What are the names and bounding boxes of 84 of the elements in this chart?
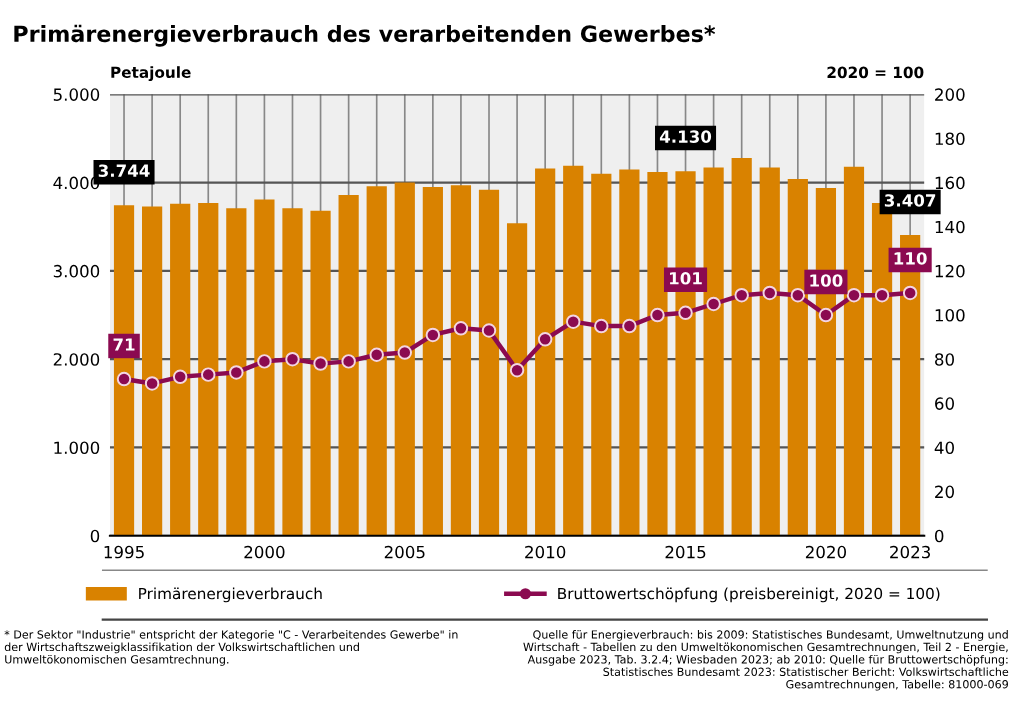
data-label: 3.407	[884, 194, 936, 207]
y-tick-label: 5.000	[53, 88, 100, 101]
bar	[310, 210, 331, 536]
y2-tick-label: 100	[935, 309, 965, 322]
y2-tick-label: 200	[935, 88, 965, 101]
bar	[338, 194, 359, 536]
y2-tick-label: 120	[935, 264, 965, 278]
y-tick-label: 3.000	[53, 264, 100, 278]
data-label: 100	[810, 274, 843, 287]
point	[566, 314, 581, 329]
y2-tick-label: 60	[935, 397, 954, 410]
point	[116, 371, 132, 387]
point	[144, 376, 160, 391]
data-label: 71	[113, 338, 135, 351]
bar	[591, 173, 612, 536]
data-label: 110	[894, 252, 927, 265]
point	[818, 307, 834, 323]
bar	[394, 182, 415, 536]
x-tick-label: 2005	[384, 545, 425, 559]
bar	[619, 169, 640, 536]
point	[257, 354, 272, 369]
y2-tick-label: 40	[934, 441, 954, 455]
point	[453, 321, 469, 336]
point	[481, 323, 497, 338]
point	[762, 285, 777, 301]
bar	[843, 166, 865, 536]
point	[397, 345, 412, 360]
point	[201, 367, 216, 382]
point	[622, 318, 637, 334]
point	[902, 285, 918, 301]
point	[734, 287, 749, 303]
y2-tick-label: 160	[935, 176, 965, 190]
x-tick-label: 2010	[525, 545, 566, 559]
point	[678, 305, 693, 321]
bar	[787, 179, 808, 536]
bar	[198, 202, 219, 536]
bar	[142, 206, 163, 536]
point	[509, 363, 525, 378]
bar	[478, 189, 500, 536]
bar	[226, 208, 247, 536]
x-tick-label: 2015	[665, 545, 706, 559]
point	[846, 287, 862, 303]
chart-title: Primärenergieverbrauch des verarbeitenden Gewerbes*	[14, 24, 716, 47]
bar	[563, 165, 584, 536]
y-tick-label: 1.000	[54, 441, 100, 455]
point	[313, 356, 328, 371]
bar	[254, 199, 275, 536]
data-label: 101	[670, 272, 702, 285]
point	[172, 369, 188, 385]
bar	[647, 172, 668, 536]
point	[425, 327, 441, 343]
bar	[170, 203, 191, 536]
point	[229, 365, 244, 380]
x-tick-label: 2020	[805, 545, 847, 559]
bar	[366, 186, 387, 536]
point	[537, 332, 553, 347]
x-tick-label: 2000	[244, 545, 285, 559]
y2-tick-label: 0	[934, 529, 944, 543]
point	[341, 354, 356, 369]
point	[650, 307, 665, 323]
point	[285, 351, 300, 367]
point	[706, 296, 721, 312]
point	[874, 287, 890, 303]
point	[790, 287, 806, 303]
y2-tick-label: 80	[935, 353, 954, 366]
data-label: 4.130	[659, 130, 712, 143]
bar	[703, 167, 724, 536]
bar	[282, 208, 303, 536]
x-tick-label: 1995	[104, 545, 144, 559]
bar	[759, 167, 780, 536]
data-label: 3.744	[98, 164, 150, 177]
bar	[450, 185, 472, 536]
bar	[731, 157, 752, 536]
y2-tick-label: 20	[935, 485, 954, 499]
y-tick-label: 2.000	[53, 353, 100, 366]
x-tick-label: 2023	[890, 545, 931, 559]
bar	[535, 168, 556, 536]
bar	[422, 187, 443, 536]
y2-tick-label: 180	[935, 132, 965, 146]
bar	[506, 223, 528, 536]
point	[369, 347, 384, 362]
y-tick-label: 0	[90, 529, 100, 543]
y2-tick-label: 140	[935, 220, 965, 234]
point	[594, 318, 609, 334]
